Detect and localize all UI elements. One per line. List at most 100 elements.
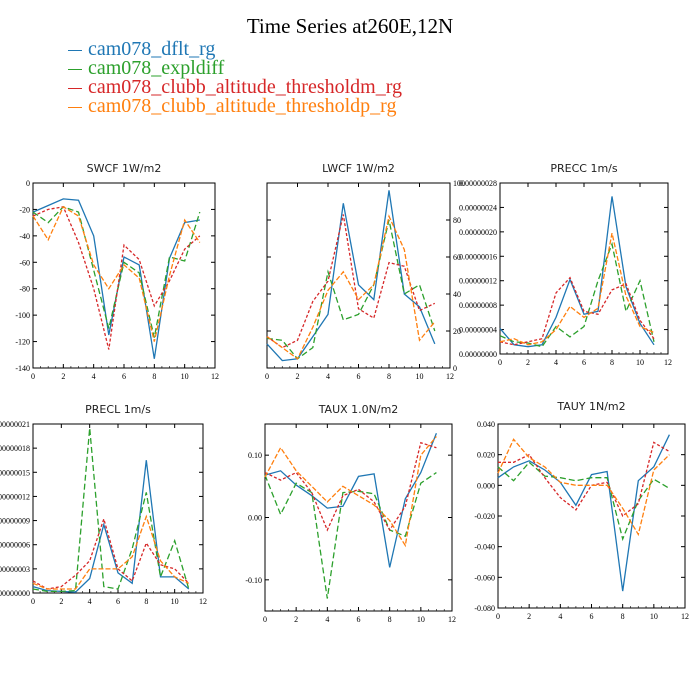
legend-item-thresholdm: cam078_clubb_altitude_thresholdm_rg — [68, 76, 403, 98]
x-tick-label: 10 — [417, 615, 425, 624]
x-tick-label: 0 — [496, 612, 500, 621]
plot-frame — [32, 182, 216, 369]
series-line-2 — [499, 241, 655, 348]
x-tick-label: 4 — [554, 358, 558, 367]
legend-label: cam078_clubb_altitude_thresholdp_rg — [88, 95, 397, 117]
x-tick-label: 4 — [558, 612, 562, 621]
y-tick-label: -0.080 — [474, 604, 495, 613]
y-tick-label: 0 — [453, 364, 457, 373]
series-line-2 — [32, 206, 201, 338]
series-line-4 — [32, 205, 201, 342]
y-tick-label: 0.00000016 — [459, 252, 497, 261]
chart-panel-4: PRECL 1m/s 0 2 4 6 8 10 12 0.00000000 0.00000003 0… — [0, 403, 207, 606]
x-tick-label: 10 — [181, 372, 189, 381]
series-line-4 — [499, 232, 655, 346]
x-tick-label: 6 — [590, 612, 594, 621]
x-tick-label: 0 — [265, 372, 269, 381]
legend-item-expldiff: cam078_expldiff — [68, 57, 402, 79]
y-tick-label: 0.00000021 — [0, 420, 30, 429]
x-tick-label: 2 — [61, 372, 65, 381]
plot-frame — [32, 423, 204, 594]
y-tick-label: 0.00000000 — [459, 350, 497, 359]
x-tick-label: 6 — [357, 372, 361, 381]
y-tick-label: 0.000 — [477, 481, 495, 490]
x-tick-label: 8 — [610, 358, 614, 367]
y-tick-label: 0.00 — [248, 514, 262, 523]
x-tick-label: 8 — [387, 372, 391, 381]
x-tick-label: 12 — [448, 615, 456, 624]
series-line-4 — [497, 438, 670, 537]
chart-title: LWCF 1W/m2 — [322, 162, 395, 175]
series-line-3 — [32, 206, 201, 350]
x-tick-label: 12 — [211, 372, 219, 381]
y-tick-label: 0.00000009 — [0, 517, 30, 526]
chart-panel-6: TAUY 1N/m2 0 2 4 6 8 10 12 -0.080 -0.060 -0.040 -0.… — [474, 400, 689, 621]
x-tick-label: 6 — [116, 597, 120, 606]
figure-title: Time Series at260E,12N — [246, 14, 454, 38]
x-tick-label: 0 — [31, 372, 35, 381]
y-tick-label: -100 — [15, 311, 30, 320]
y-tick-label: 40 — [453, 290, 461, 299]
x-tick-label: 12 — [446, 372, 454, 381]
chart-panel-3: PRECC 1m/s 0 2 4 6 8 10 12 0.00000000 0.00000004 0… — [459, 162, 672, 367]
chart-title: TAUY 1N/m2 — [556, 400, 625, 413]
series-line-4 — [264, 436, 437, 548]
y-tick-label: 0.00000006 — [0, 541, 30, 550]
y-tick-label: 0.00000008 — [459, 301, 497, 310]
legend-line-icon — [68, 106, 82, 108]
series-line-1 — [499, 196, 655, 348]
y-tick-label: -20 — [19, 205, 30, 214]
y-tick-label: 100 — [453, 179, 465, 188]
legend-item-thresholdp: cam078_clubb_altitude_thresholdp_rg — [68, 95, 402, 117]
y-tick-label: 20 — [453, 327, 461, 336]
y-tick-label: 60 — [453, 253, 461, 262]
y-tick-label: -60 — [19, 258, 30, 267]
x-tick-label: 0 — [31, 597, 35, 606]
x-tick-label: 4 — [88, 597, 92, 606]
series-line-4 — [32, 514, 190, 590]
y-tick-label: -0.060 — [474, 573, 495, 582]
legend-line-icon — [68, 87, 82, 89]
legend-label: cam078_clubb_altitude_thresholdm_rg — [88, 76, 403, 98]
series-line-2 — [32, 427, 190, 593]
x-tick-label: 12 — [664, 358, 672, 367]
x-tick-label: 10 — [416, 372, 424, 381]
x-tick-label: 8 — [152, 372, 156, 381]
x-tick-label: 6 — [357, 615, 361, 624]
x-tick-label: 10 — [650, 612, 658, 621]
y-tick-label: 0.00000003 — [0, 565, 30, 574]
x-tick-label: 6 — [582, 358, 586, 367]
legend-item-dflt: cam078_dflt_rg — [68, 38, 402, 60]
series-line-1 — [32, 198, 200, 359]
chart-title: PRECC 1m/s — [550, 162, 618, 175]
series-line-1 — [497, 434, 670, 592]
legend-label: cam078_dflt_rg — [88, 38, 216, 60]
x-tick-label: 2 — [294, 615, 298, 624]
y-tick-label: 0.00000018 — [0, 444, 30, 453]
x-tick-label: 2 — [527, 612, 531, 621]
x-tick-label: 2 — [59, 597, 63, 606]
x-tick-label: 8 — [388, 615, 392, 624]
series-line-3 — [32, 516, 190, 590]
y-tick-label: -80 — [19, 285, 30, 294]
y-tick-label: 0.00000012 — [0, 492, 30, 501]
series-line-1 — [266, 190, 436, 362]
y-tick-label: 0.020 — [477, 451, 495, 460]
y-tick-label: 0.00000015 — [0, 468, 30, 477]
y-tick-label: 0.040 — [477, 420, 495, 429]
legend-label: cam078_expldiff — [88, 57, 225, 79]
y-tick-label: 0.00000024 — [459, 203, 497, 212]
series-line-4 — [266, 214, 436, 360]
series-line-2 — [497, 461, 670, 542]
series-line-1 — [264, 433, 438, 568]
x-tick-label: 2 — [526, 358, 530, 367]
chart-title: TAUX 1.0N/m2 — [318, 403, 399, 416]
y-tick-label: -40 — [19, 232, 30, 241]
x-tick-label: 12 — [681, 612, 689, 621]
series-line-3 — [499, 276, 655, 346]
series-line-3 — [264, 441, 437, 532]
legend-line-icon — [68, 68, 82, 70]
series-line-3 — [266, 214, 436, 349]
